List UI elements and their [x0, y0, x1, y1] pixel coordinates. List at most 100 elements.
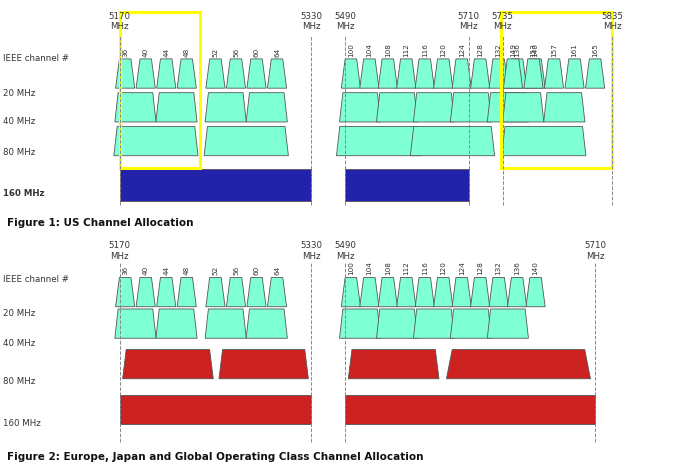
- Polygon shape: [450, 93, 492, 122]
- Polygon shape: [487, 93, 529, 122]
- Text: 136: 136: [514, 43, 520, 57]
- Polygon shape: [206, 59, 225, 88]
- Polygon shape: [115, 309, 156, 338]
- Polygon shape: [136, 59, 155, 88]
- Polygon shape: [157, 278, 176, 307]
- Polygon shape: [177, 278, 196, 307]
- Text: 36: 36: [122, 266, 128, 275]
- Polygon shape: [246, 309, 287, 338]
- Text: 120: 120: [440, 43, 446, 57]
- Text: 44: 44: [163, 266, 169, 275]
- Text: 5490
MHz: 5490 MHz: [334, 242, 356, 261]
- Text: 108: 108: [385, 261, 391, 275]
- Text: 160 MHz: 160 MHz: [3, 419, 41, 428]
- Polygon shape: [565, 59, 584, 88]
- Text: IEEE channel #: IEEE channel #: [3, 275, 69, 284]
- Polygon shape: [544, 59, 564, 88]
- Polygon shape: [452, 59, 471, 88]
- Text: IEEE channel #: IEEE channel #: [3, 54, 69, 63]
- Text: 80 MHz: 80 MHz: [3, 148, 36, 157]
- Text: 116: 116: [422, 261, 428, 275]
- Polygon shape: [489, 278, 508, 307]
- Polygon shape: [219, 349, 308, 379]
- Text: 52: 52: [213, 47, 218, 57]
- Polygon shape: [397, 59, 416, 88]
- Text: 132: 132: [496, 261, 501, 275]
- Bar: [501, 12, 612, 168]
- Polygon shape: [447, 349, 590, 379]
- Polygon shape: [544, 93, 585, 122]
- Polygon shape: [116, 278, 135, 307]
- Polygon shape: [337, 127, 421, 156]
- Polygon shape: [177, 59, 196, 88]
- Text: 40: 40: [143, 47, 148, 57]
- Polygon shape: [524, 59, 543, 88]
- Polygon shape: [205, 93, 246, 122]
- Polygon shape: [122, 349, 213, 379]
- Polygon shape: [267, 278, 287, 307]
- Polygon shape: [415, 278, 434, 307]
- Polygon shape: [508, 278, 527, 307]
- Polygon shape: [434, 59, 453, 88]
- Polygon shape: [156, 309, 197, 338]
- Text: 5330
MHz: 5330 MHz: [300, 12, 322, 31]
- Polygon shape: [339, 93, 381, 122]
- Text: 157: 157: [551, 43, 557, 57]
- Polygon shape: [205, 309, 246, 338]
- Text: 40 MHz: 40 MHz: [3, 340, 36, 348]
- Text: 160 MHz: 160 MHz: [3, 189, 45, 198]
- Polygon shape: [156, 93, 197, 122]
- Polygon shape: [489, 59, 508, 88]
- Polygon shape: [434, 278, 453, 307]
- Polygon shape: [413, 309, 455, 338]
- Text: 161: 161: [572, 43, 577, 57]
- Text: 165: 165: [592, 43, 598, 57]
- Polygon shape: [247, 278, 266, 307]
- Bar: [120, 394, 311, 424]
- Text: 20 MHz: 20 MHz: [3, 89, 36, 98]
- Polygon shape: [503, 59, 523, 88]
- Text: 140: 140: [533, 261, 538, 275]
- Text: 40 MHz: 40 MHz: [3, 117, 36, 127]
- Polygon shape: [378, 59, 397, 88]
- Polygon shape: [206, 278, 225, 307]
- Polygon shape: [503, 93, 544, 122]
- Polygon shape: [413, 93, 455, 122]
- Text: 108: 108: [385, 43, 391, 57]
- Text: 104: 104: [367, 261, 372, 275]
- Polygon shape: [226, 278, 246, 307]
- Text: 80 MHz: 80 MHz: [3, 377, 36, 386]
- Text: 44: 44: [163, 47, 169, 57]
- Polygon shape: [247, 59, 266, 88]
- Polygon shape: [471, 59, 490, 88]
- Text: 60: 60: [254, 47, 259, 57]
- Polygon shape: [410, 127, 495, 156]
- Text: 5835
MHz: 5835 MHz: [601, 12, 623, 31]
- Text: 104: 104: [367, 43, 372, 57]
- Polygon shape: [452, 278, 471, 307]
- Polygon shape: [341, 278, 360, 307]
- Text: 60: 60: [254, 266, 259, 275]
- Text: 128: 128: [477, 43, 483, 57]
- Text: 20 MHz: 20 MHz: [3, 309, 36, 318]
- Polygon shape: [157, 59, 176, 88]
- Text: 36: 36: [122, 47, 128, 57]
- Text: 5490
MHz: 5490 MHz: [334, 12, 356, 31]
- Text: 56: 56: [233, 47, 239, 57]
- Text: 153: 153: [531, 43, 536, 57]
- Text: 5330
MHz: 5330 MHz: [300, 242, 322, 261]
- Polygon shape: [508, 59, 527, 88]
- Polygon shape: [415, 59, 434, 88]
- Text: 5170
MHz: 5170 MHz: [109, 242, 131, 261]
- Text: 128: 128: [477, 261, 483, 275]
- Text: 140: 140: [533, 43, 538, 57]
- Polygon shape: [226, 59, 246, 88]
- Polygon shape: [376, 93, 418, 122]
- Text: 100: 100: [348, 261, 354, 275]
- Text: 48: 48: [184, 47, 189, 57]
- Polygon shape: [360, 278, 379, 307]
- Text: 112: 112: [404, 261, 409, 275]
- Text: 5170
MHz: 5170 MHz: [109, 12, 131, 31]
- Text: 100: 100: [348, 43, 354, 57]
- Polygon shape: [339, 309, 381, 338]
